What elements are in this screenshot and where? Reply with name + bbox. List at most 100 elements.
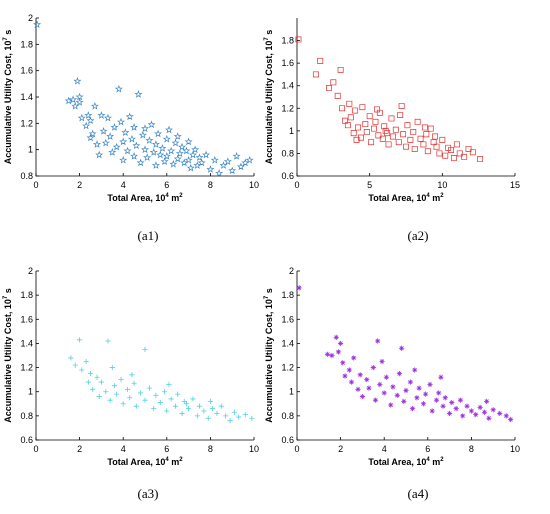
data-point (79, 367, 85, 373)
data-point (121, 128, 130, 136)
y-tick-label: 1.8 (20, 290, 33, 300)
data-point (124, 386, 131, 392)
data-point (423, 131, 430, 138)
data-point (439, 136, 446, 143)
data-point (375, 338, 381, 344)
x-tick-label: 10 (249, 444, 259, 454)
x-tick-label: 10 (249, 180, 259, 190)
data-point (410, 129, 417, 135)
data-point (149, 148, 158, 156)
data-point (465, 145, 472, 152)
data-point (340, 360, 346, 366)
data-point (173, 154, 182, 163)
data-point (223, 157, 232, 165)
panel-caption: (a1) (138, 228, 159, 243)
chart-1: 0 2 4 6 8 10 0.8 1 1.2 1.4 1.6 1.8 2 Total Area, 104 … (3, 13, 259, 243)
data-point (167, 146, 176, 155)
data-point (370, 364, 376, 371)
data-point (182, 146, 191, 155)
data-point (414, 118, 421, 125)
data-point (210, 155, 219, 164)
y-tick-label: 1.4 (281, 81, 294, 91)
data-point (175, 391, 181, 397)
x-axis-label: Total Area, 104 m2 (107, 457, 183, 467)
data-point (362, 121, 369, 128)
data-point (420, 401, 427, 407)
data-point (129, 372, 135, 378)
data-point (366, 113, 373, 120)
data-point (397, 112, 404, 119)
data-point (389, 133, 396, 140)
data-point (181, 398, 187, 404)
y-tick-label: 2 (28, 266, 33, 276)
data-point (154, 129, 163, 138)
x-tick-label: 2 (338, 444, 343, 454)
data-point (427, 381, 433, 388)
data-point (342, 117, 348, 124)
data-point (130, 123, 139, 131)
data-point (453, 141, 460, 148)
data-point (228, 166, 237, 175)
x-tick-label: 6 (164, 180, 169, 190)
data-point (372, 118, 379, 125)
axis-lines (296, 18, 515, 177)
data-point (101, 138, 110, 147)
x-axis-label: Total Area, 104 m2 (107, 193, 183, 203)
data-point (112, 142, 121, 151)
data-point (390, 384, 396, 390)
data-point (171, 138, 180, 147)
data-point (111, 383, 118, 389)
data-point (183, 401, 190, 407)
data-point (71, 101, 80, 110)
data-point (172, 403, 179, 409)
data-point (164, 125, 174, 134)
data-point (93, 140, 102, 148)
data-point (353, 136, 360, 143)
data-point (72, 362, 78, 368)
data-point (497, 410, 503, 417)
x-tick-label: 10 (437, 180, 447, 190)
y-tick-label: 1.8 (281, 290, 294, 300)
x-tick-label: 15 (510, 180, 520, 190)
data-point (84, 111, 93, 119)
data-point (330, 79, 337, 86)
data-point (414, 395, 420, 401)
data-point (403, 387, 409, 394)
y-tick-label: 0.8 (20, 411, 33, 421)
y-tick-label: 1.2 (20, 363, 33, 373)
data-point (157, 399, 163, 406)
data-point (342, 373, 348, 379)
x-tick-label: 8 (208, 180, 213, 190)
chart-4: 0 2 4 6 8 10 0.6 0.8 1 1.2 1.4 1.6 1.8 2 Total Area, 1… (264, 266, 520, 501)
data-point (190, 396, 196, 402)
data-point (209, 406, 216, 412)
data-point (142, 346, 148, 353)
data-point (162, 134, 171, 143)
data-point (214, 410, 220, 417)
data-point (344, 122, 351, 129)
panel-caption: (a4) (408, 486, 429, 501)
y-tick-label: 0.8 (20, 171, 33, 181)
x-tick-label: 2 (77, 444, 82, 454)
data-point (241, 158, 250, 167)
y-tick-label: 1.4 (281, 338, 294, 348)
data-point (366, 385, 372, 391)
data-point (371, 125, 377, 132)
x-axis-label: Total Area, 104 m2 (368, 193, 444, 203)
data-point (188, 150, 197, 159)
data-point (346, 100, 353, 107)
data-point (381, 123, 388, 130)
data-point (168, 396, 174, 402)
data-point (334, 92, 341, 99)
data-point (388, 115, 395, 122)
data-point (146, 385, 152, 391)
data-point (205, 415, 211, 421)
data-point (468, 408, 474, 414)
data-point (460, 413, 466, 419)
data-point (376, 109, 383, 116)
y-tick-label: 0.6 (281, 171, 294, 181)
data-point (382, 127, 389, 134)
data-point (436, 150, 443, 157)
data-point (85, 379, 91, 385)
data-point (429, 408, 435, 414)
